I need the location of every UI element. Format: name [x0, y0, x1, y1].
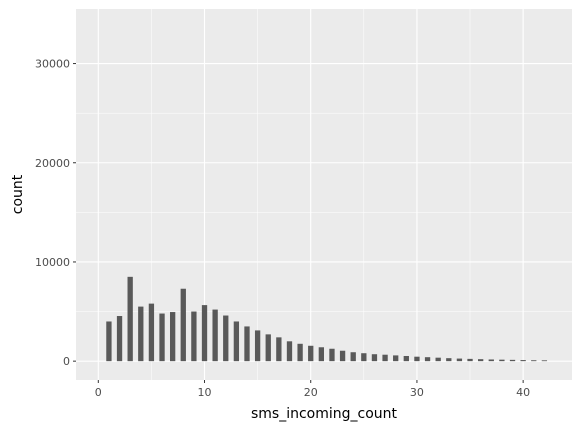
histogram-bar: [509, 359, 516, 362]
histogram-bar: [361, 353, 367, 362]
histogram-bar: [435, 357, 441, 362]
histogram-bar: [531, 360, 537, 362]
y-tick-label: 20000: [35, 157, 70, 170]
y-tick-label: 0: [63, 355, 70, 368]
x-tick-label: 20: [304, 386, 318, 399]
histogram-bar: [138, 306, 144, 362]
histogram-bar: [127, 276, 133, 362]
minor-gridlines: [76, 9, 572, 380]
histogram-bar: [467, 358, 473, 362]
histogram-bar: [265, 334, 271, 362]
plot-panel: [76, 9, 572, 380]
histogram-bar: [478, 359, 484, 362]
histogram-bar: [233, 321, 240, 362]
histogram-bar: [106, 321, 112, 362]
histogram-bar: [329, 348, 335, 362]
histogram-bar: [223, 315, 229, 362]
histogram-bar: [403, 355, 409, 362]
histogram-bar: [339, 350, 346, 362]
histogram-bar: [201, 305, 208, 362]
histogram-bar: [159, 313, 165, 362]
histogram-bar: [350, 352, 356, 362]
histogram-bar: [371, 354, 378, 362]
x-tick-labels: 0 10 20 30 40: [95, 386, 530, 399]
y-tick-label: 10000: [35, 256, 70, 269]
histogram-bar: [520, 360, 526, 362]
histogram-bar: [499, 359, 505, 362]
y-axis-title: count: [10, 174, 26, 214]
histogram-bar: [414, 356, 420, 362]
histogram-bar: [541, 360, 548, 362]
x-tick-label: 40: [516, 386, 530, 399]
histogram-bar: [116, 316, 123, 362]
histogram-bar: [276, 337, 282, 362]
bars: [106, 276, 548, 362]
histogram-bar: [169, 312, 176, 362]
x-axis-title: sms_incoming_count: [251, 406, 398, 422]
histogram-bar: [191, 311, 197, 362]
histogram-bar: [456, 358, 463, 362]
histogram-bar: [244, 326, 250, 362]
histogram-bar: [286, 341, 293, 362]
major-gridlines: [76, 9, 572, 380]
histogram-bar: [393, 355, 399, 362]
x-tick-label: 0: [95, 386, 102, 399]
x-tick-label: 30: [410, 386, 424, 399]
histogram-bar: [382, 354, 388, 362]
histogram-bar: [212, 309, 218, 362]
histogram-bar: [424, 357, 431, 362]
y-tick-labels: 0 10000 20000 30000: [35, 58, 70, 369]
histogram-bar: [148, 303, 155, 362]
histogram-bar: [297, 343, 303, 362]
histogram-bar: [180, 288, 186, 362]
histogram-bar: [254, 330, 261, 362]
axis-ticks: [73, 63, 524, 383]
x-tick-label: 10: [198, 386, 212, 399]
histogram-bar: [488, 359, 494, 362]
histogram-bar: [318, 347, 324, 362]
histogram-bar: [308, 345, 314, 362]
histogram-bar: [446, 358, 452, 362]
y-tick-label: 30000: [35, 58, 70, 71]
